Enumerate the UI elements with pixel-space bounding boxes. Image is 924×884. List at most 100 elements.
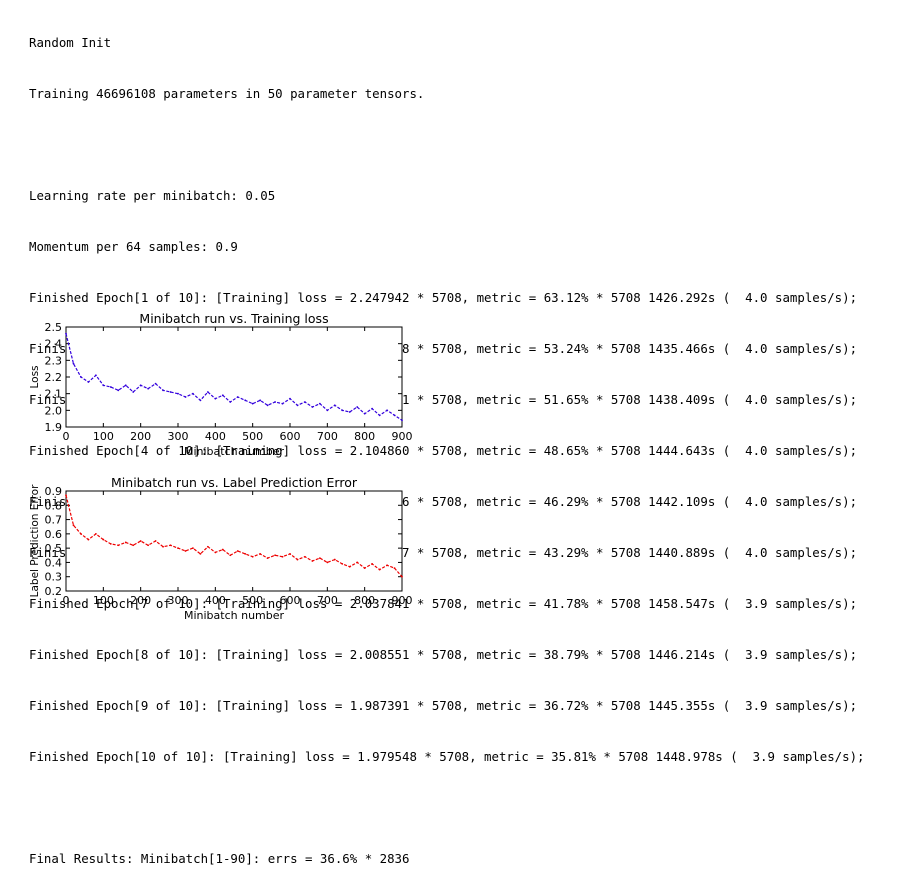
data-point [72, 362, 75, 365]
data-point [266, 404, 269, 407]
data-point [147, 544, 150, 547]
x-tick-label: 300 [168, 594, 189, 607]
data-point [251, 402, 254, 405]
x-tick-label: 100 [93, 594, 114, 607]
data-point [296, 558, 299, 561]
data-point [132, 544, 135, 547]
data-point [266, 557, 269, 560]
data-point [281, 555, 284, 558]
data-point [363, 412, 366, 415]
data-point [341, 562, 344, 565]
data-point [221, 394, 224, 397]
data-point [102, 384, 105, 387]
log-line-final-results: Final Results: Minibatch[1-90]: errs = 3… [29, 851, 410, 866]
data-point [371, 407, 374, 410]
data-point [348, 411, 351, 413]
data-point [124, 384, 127, 387]
series-line [65, 333, 403, 421]
log-line-epoch-9: Finished Epoch[9 of 10]: [Training] loss… [29, 698, 858, 713]
data-point [184, 396, 187, 398]
data-point [72, 524, 75, 527]
error-chart-svg: Minibatch run vs. Label Prediction Error… [29, 475, 413, 622]
data-point [199, 399, 202, 402]
data-point [109, 542, 112, 545]
data-point [139, 384, 142, 387]
data-point [311, 560, 314, 562]
data-point [259, 552, 262, 555]
data-point [124, 541, 127, 544]
x-tick-label: 200 [130, 594, 151, 607]
data-point [244, 552, 247, 555]
y-tick-label: 2.0 [45, 404, 63, 417]
data-point [326, 409, 329, 412]
x-tick-label: 600 [280, 594, 301, 607]
x-tick-label: 500 [242, 594, 263, 607]
y-tick-label: 0.2 [45, 585, 63, 598]
log-spacer [29, 136, 865, 153]
data-point [117, 389, 120, 392]
data-point [333, 404, 336, 407]
data-point [318, 402, 321, 405]
data-point [259, 399, 262, 402]
x-tick-label: 700 [317, 594, 338, 607]
data-point [147, 387, 150, 390]
y-tick-label: 0.7 [45, 514, 63, 527]
y-tick-label: 0.6 [45, 528, 63, 541]
y-tick-label: 2.4 [45, 338, 63, 351]
chart-title: Minibatch run vs. Label Prediction Error [111, 475, 358, 490]
data-point [236, 550, 239, 552]
y-tick-label: 0.5 [45, 542, 63, 555]
data-point [169, 391, 172, 393]
y-tick-label: 1.9 [45, 421, 63, 434]
data-point [371, 562, 374, 565]
data-point [214, 551, 217, 554]
y-tick-label: 2.1 [45, 388, 63, 401]
data-point [177, 392, 179, 395]
series-line [65, 495, 403, 578]
data-point [401, 575, 403, 578]
data-point [87, 538, 90, 541]
data-point [356, 406, 359, 408]
chart-title: Minibatch run vs. Training loss [139, 311, 328, 326]
x-tick-label: 300 [168, 430, 189, 443]
data-point [65, 332, 67, 335]
x-tick-label: 900 [392, 430, 413, 443]
data-point [386, 564, 388, 567]
x-axis-label: Minibatch number [184, 445, 285, 458]
data-point [311, 406, 314, 408]
data-point [80, 532, 82, 535]
data-point [162, 545, 164, 548]
y-tick-label: 2.3 [45, 354, 63, 367]
data-point [274, 554, 276, 557]
data-point [229, 401, 232, 403]
data-point [206, 391, 209, 393]
data-point [333, 558, 336, 561]
data-point [236, 396, 239, 398]
data-point [162, 389, 164, 392]
data-point [289, 552, 291, 555]
data-point [393, 414, 396, 417]
data-point [274, 401, 276, 403]
data-point [177, 547, 179, 550]
x-tick-label: 400 [205, 430, 226, 443]
y-tick-label: 2.2 [45, 371, 63, 384]
y-tick-label: 0.4 [45, 556, 63, 569]
data-point [318, 557, 321, 560]
data-point [154, 540, 157, 542]
data-point [154, 382, 157, 385]
data-point [94, 532, 97, 535]
x-tick-label: 800 [354, 430, 375, 443]
data-point [348, 565, 351, 568]
x-tick-label: 700 [317, 430, 338, 443]
data-point [80, 376, 82, 378]
data-point [169, 544, 172, 547]
data-point [206, 545, 209, 548]
data-point [341, 409, 344, 412]
x-tick-label: 100 [93, 430, 114, 443]
log-line-epoch-4: Finished Epoch[4 of 10]: [Training] loss… [29, 443, 858, 458]
data-point [102, 538, 105, 541]
data-point [363, 567, 366, 570]
data-point [109, 386, 112, 388]
data-point [401, 419, 403, 422]
data-point [244, 399, 247, 402]
